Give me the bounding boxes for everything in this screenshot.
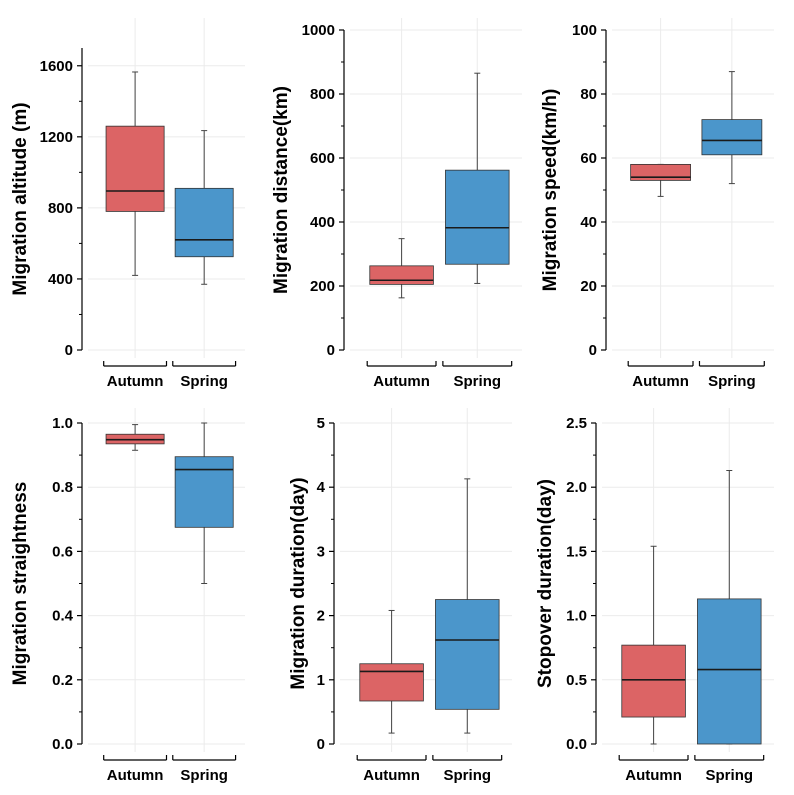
y-tick-label: 2 xyxy=(317,608,325,625)
x-category-label: Autumn xyxy=(363,767,420,784)
box-iqr xyxy=(359,663,424,702)
box-spring xyxy=(445,72,510,284)
box-iqr xyxy=(174,187,234,258)
y-tick-label: 1.0 xyxy=(52,415,73,432)
y-tick-label: 20 xyxy=(580,278,597,295)
box-iqr xyxy=(697,598,762,745)
y-tick-label: 1 xyxy=(317,672,325,689)
x-category-label: Spring xyxy=(708,373,756,390)
box-spring xyxy=(697,470,762,745)
x-category-label: Autumn xyxy=(625,767,682,784)
y-tick-label: 0 xyxy=(65,342,73,359)
y-tick-label: 0.2 xyxy=(52,672,73,689)
x-category-label: Autumn xyxy=(107,373,164,390)
y-tick-label: 40 xyxy=(580,214,597,231)
panel-6: 0.0 0.5 1.0 1.5 2.0 2.5 Stopover duration(day)… xyxy=(535,408,774,784)
box-iqr xyxy=(435,599,500,710)
y-axis-title: Stopover duration(day) xyxy=(535,479,556,688)
y-axis-title: Migration distance(km) xyxy=(271,86,292,294)
box-iqr xyxy=(174,456,234,528)
y-tick-label: 2.0 xyxy=(566,479,587,496)
y-tick-label: 1200 xyxy=(40,129,73,146)
panel-4: 0.0 0.2 0.4 0.6 0.8 1.0 Migration straightness… xyxy=(10,408,245,784)
y-tick-label: 0.5 xyxy=(566,672,587,689)
box-iqr xyxy=(105,125,165,212)
box-iqr xyxy=(701,119,763,156)
y-tick-label: 1.5 xyxy=(566,543,587,560)
y-tick-label: 1600 xyxy=(40,58,73,75)
y-tick-label: 0.4 xyxy=(52,608,74,625)
box-iqr xyxy=(621,644,686,718)
panel-2: 0 200 400 600 800 1000 Migration distance(km) A… xyxy=(271,18,522,390)
x-category-label: Spring xyxy=(180,767,228,784)
box-iqr xyxy=(445,169,510,265)
x-category-label: Autumn xyxy=(373,373,430,390)
box-autumn xyxy=(105,424,165,451)
y-tick-label: 0 xyxy=(589,342,597,359)
y-tick-label: 60 xyxy=(580,150,597,167)
x-category-label: Spring xyxy=(444,767,492,784)
y-axis-title: Migration duration(day) xyxy=(288,477,309,689)
panel-3: 0 20 40 60 80 100 Migration speed(km/h) Autumn S… xyxy=(540,18,774,390)
y-tick-label: 800 xyxy=(310,86,335,103)
y-tick-label: 0.8 xyxy=(52,479,73,496)
x-category-label: Autumn xyxy=(632,373,689,390)
y-tick-label: 1.0 xyxy=(566,608,587,625)
box-spring xyxy=(174,422,234,584)
y-tick-label: 0 xyxy=(317,736,325,753)
x-category-label: Spring xyxy=(454,373,502,390)
box-spring xyxy=(174,130,234,285)
y-tick-label: 1000 xyxy=(302,22,335,39)
box-autumn xyxy=(105,71,165,276)
x-category-label: Spring xyxy=(706,767,754,784)
box-autumn xyxy=(369,238,434,299)
y-tick-label: 0.0 xyxy=(566,736,587,753)
y-tick-label: 200 xyxy=(310,278,335,295)
y-tick-label: 600 xyxy=(310,150,335,167)
y-tick-label: 400 xyxy=(48,271,73,288)
y-tick-label: 4 xyxy=(317,479,326,496)
y-tick-label: 400 xyxy=(310,214,335,231)
x-category-label: Spring xyxy=(180,373,228,390)
y-tick-label: 5 xyxy=(317,415,325,432)
y-tick-label: 100 xyxy=(572,22,597,39)
panel-5: 0 1 2 3 4 5 Migration duration(day) Autumn Sprin… xyxy=(288,408,512,784)
box-spring xyxy=(701,71,763,185)
y-axis-title: Migration altitude (m) xyxy=(10,102,31,295)
panel-1: 0 400 800 1200 1600 Migration altitude (m) Aut… xyxy=(10,18,245,390)
box-autumn xyxy=(359,609,424,734)
y-tick-label: 3 xyxy=(317,543,325,560)
box-autumn xyxy=(630,163,691,197)
box-spring xyxy=(435,478,500,734)
y-tick-label: 2.5 xyxy=(566,415,587,432)
y-tick-label: 800 xyxy=(48,200,73,217)
y-axis-title: Migration speed(km/h) xyxy=(540,89,561,292)
y-tick-label: 0 xyxy=(327,342,335,359)
x-category-label: Autumn xyxy=(107,767,164,784)
y-axis-title: Migration straightness xyxy=(10,482,31,686)
box-iqr xyxy=(369,265,434,285)
y-tick-label: 0.0 xyxy=(52,736,73,753)
box-autumn xyxy=(621,545,686,745)
y-tick-label: 80 xyxy=(580,86,597,103)
y-tick-label: 0.6 xyxy=(52,543,73,560)
